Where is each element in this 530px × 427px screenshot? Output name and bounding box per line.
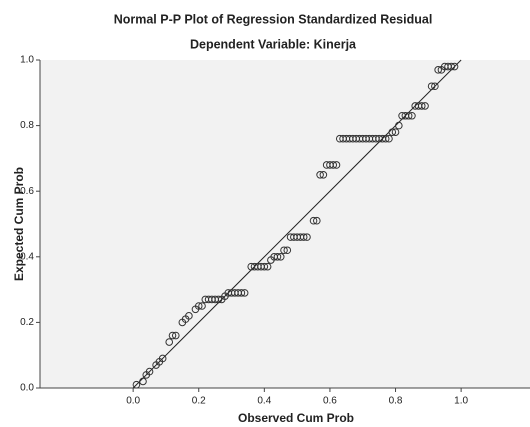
x-tick-label: 0.8 (389, 396, 403, 407)
x-tick-label: 0.4 (257, 396, 271, 407)
chart-title: Normal P-P Plot of Regression Standardiz… (114, 12, 433, 26)
chart-subtitle: Dependent Variable: Kinerja (190, 37, 357, 51)
y-tick-label: 0.0 (20, 383, 34, 394)
y-axis-label: Expected Cum Prob (12, 167, 26, 281)
y-tick-label: 0.8 (20, 120, 34, 131)
y-tick-label: 1.0 (20, 55, 34, 66)
y-tick-label: 0.6 (20, 186, 34, 197)
x-tick-label: 0.2 (192, 396, 206, 407)
y-tick-label: 0.4 (20, 251, 34, 262)
x-tick-label: 0.6 (323, 396, 337, 407)
x-tick-label: 0.0 (126, 396, 140, 407)
y-tick-label: 0.2 (20, 317, 34, 328)
x-tick-label: 1.0 (454, 396, 468, 407)
x-axis-label: Observed Cum Prob (238, 411, 354, 425)
chart: Normal P-P Plot of Regression Standardiz… (0, 0, 530, 427)
plot-area (40, 60, 530, 388)
